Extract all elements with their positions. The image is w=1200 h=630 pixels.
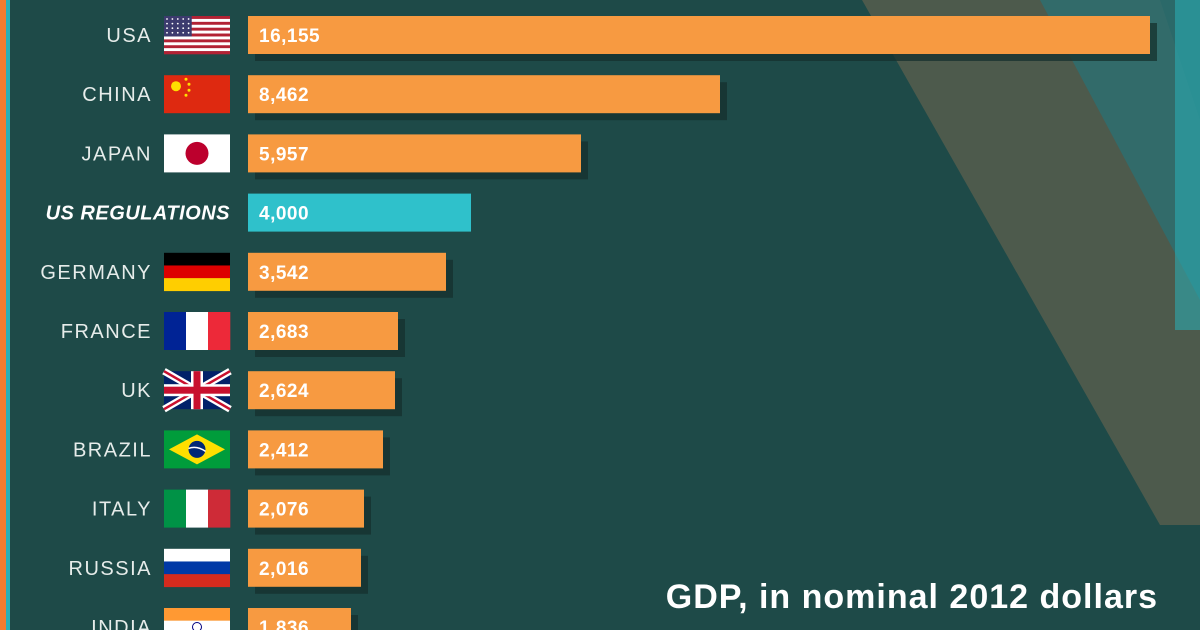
india-flag-icon	[164, 608, 230, 630]
left-accent-stripe	[0, 0, 6, 630]
bar-brazil	[248, 430, 383, 469]
bar-italy	[248, 489, 364, 528]
category-label-usa: USA	[106, 25, 152, 47]
value-label-india: 1,836	[259, 618, 309, 630]
right-teal-edge	[1175, 0, 1200, 330]
bar-uk	[248, 371, 395, 410]
bar-china	[248, 75, 720, 114]
value-label-russia: 2,016	[259, 559, 309, 580]
bar-france	[248, 312, 398, 350]
bar-india	[248, 608, 351, 630]
value-label-china: 8,462	[259, 85, 309, 106]
value-label-usa: 16,155	[259, 26, 320, 47]
category-label-japan: JAPAN	[82, 143, 152, 165]
value-label-italy: 2,076	[259, 500, 309, 521]
japan-flag-icon	[164, 134, 230, 173]
category-label-germany: GERMANY	[40, 262, 152, 284]
germany-flag-icon	[164, 252, 230, 292]
bar-usa	[248, 16, 1150, 54]
value-label-france: 2,683	[259, 322, 309, 343]
category-label-brazil: BRAZIL	[73, 439, 152, 461]
usa-flag-icon	[164, 16, 230, 55]
category-label-italy: ITALY	[92, 499, 152, 521]
value-label-uk: 2,624	[259, 381, 309, 402]
russia-flag-icon	[164, 548, 230, 588]
category-label-france: FRANCE	[61, 321, 152, 343]
category-label-uk: UK	[121, 380, 152, 402]
category-label-india: INDIA	[91, 617, 152, 630]
brazil-flag-icon	[164, 430, 230, 469]
category-label-russia: RUSSIA	[69, 558, 152, 580]
value-label-brazil: 2,412	[259, 440, 309, 461]
chart-caption: GDP, in nominal 2012 dollars	[665, 578, 1158, 616]
category-label-china: CHINA	[82, 84, 152, 106]
value-label-germany: 3,542	[259, 263, 309, 284]
category-label-us-regulations: US REGULATIONS	[46, 203, 231, 225]
italy-flag-icon	[164, 489, 231, 528]
uk-flag-icon	[162, 368, 232, 413]
value-label-us-regulations: 4,000	[259, 204, 309, 225]
bar-russia	[248, 548, 361, 587]
bar-us-regulations	[248, 193, 471, 232]
bar-japan	[248, 134, 581, 173]
left-teal-stripe	[6, 0, 10, 630]
value-label-japan: 5,957	[259, 144, 309, 165]
diagonal-teal-band	[1040, 0, 1200, 300]
china-flag-icon	[164, 75, 230, 114]
bar-germany	[248, 252, 446, 291]
france-flag-icon	[164, 312, 231, 350]
